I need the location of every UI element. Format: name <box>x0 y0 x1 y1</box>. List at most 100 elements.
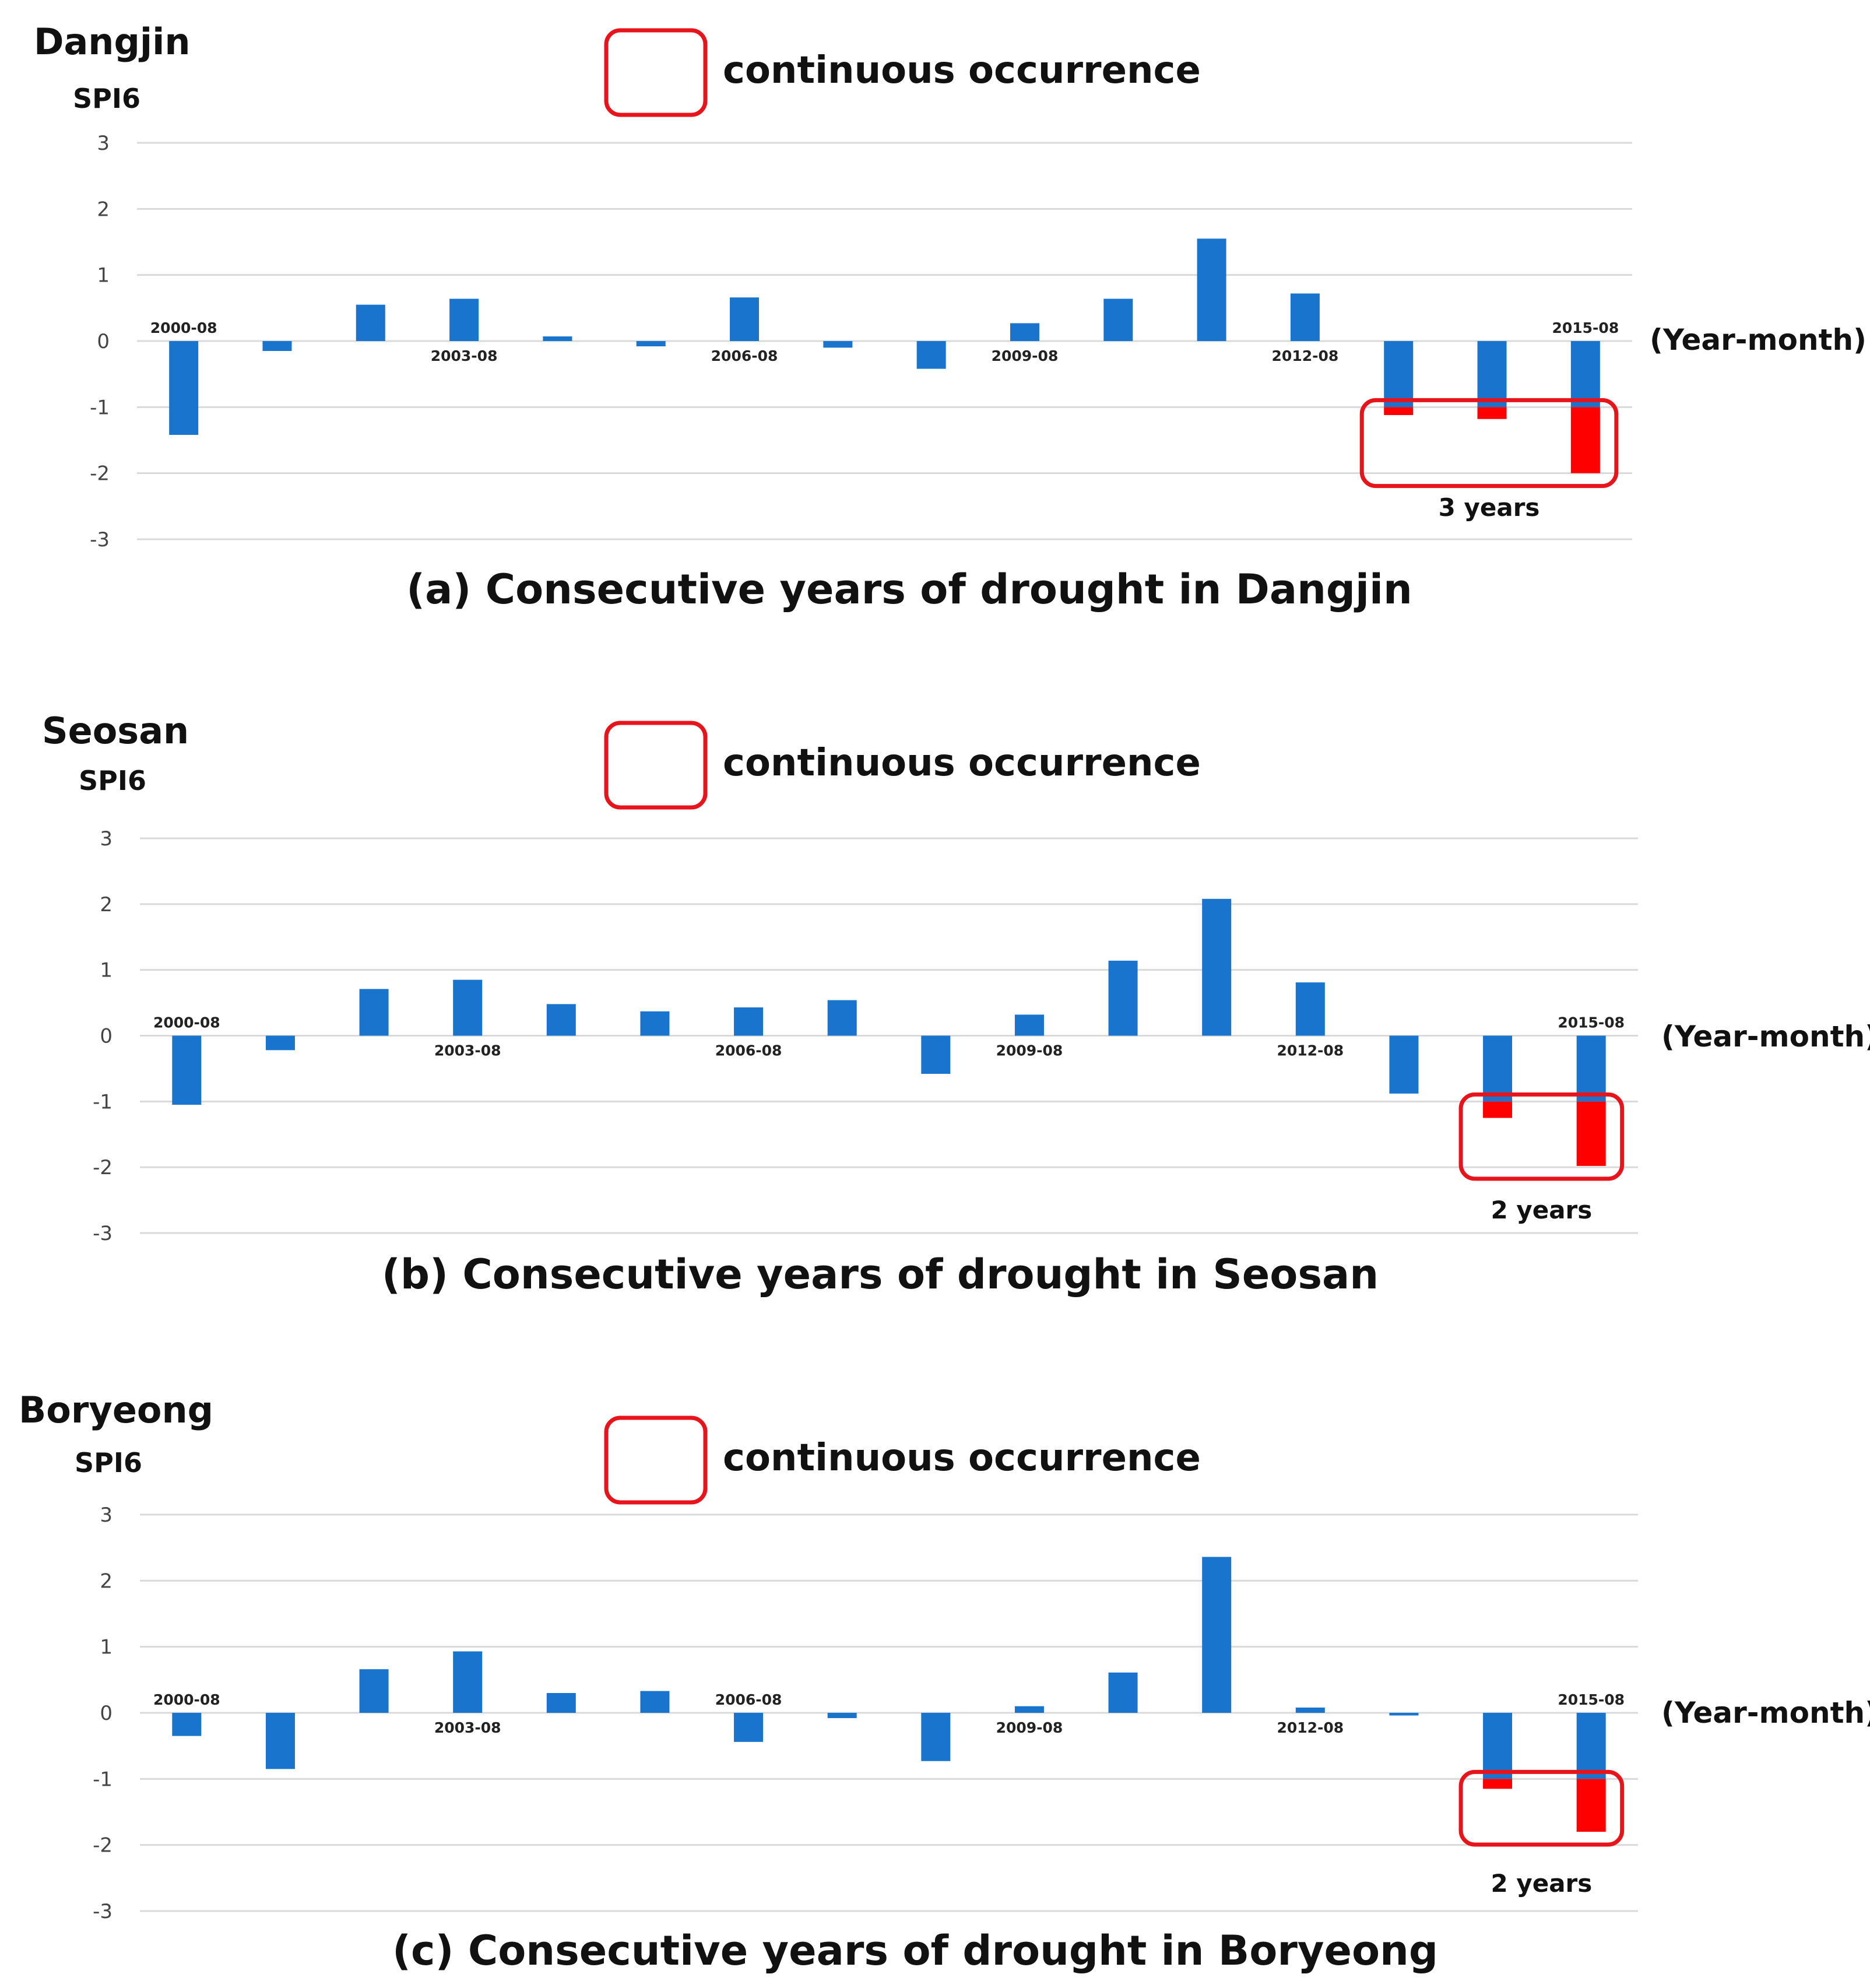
bar <box>1197 238 1226 341</box>
x-tick-label: 2000-08 <box>153 1691 220 1708</box>
bar-highlight <box>1483 1101 1513 1118</box>
bar <box>359 989 389 1036</box>
y-tick-label: 0 <box>100 1702 113 1725</box>
y-tick-label: 2 <box>100 893 113 916</box>
bar <box>1389 1713 1419 1716</box>
bar <box>823 341 853 348</box>
panel-caption: (c) Consecutive years of drought in Bory… <box>392 1927 1438 1975</box>
x-tick-label: 2015-08 <box>1558 1691 1625 1708</box>
bar <box>916 341 946 369</box>
x-tick-label: 2015-08 <box>1558 1014 1625 1031</box>
chart-panel-dangjin: Dangjin SPI6 continuous occurrence 3 2 1 0 -1 -2… <box>34 20 1867 613</box>
y-tick-label: 0 <box>100 1025 113 1048</box>
bar <box>1014 1014 1044 1036</box>
x-tick-label: 2000-08 <box>153 1014 220 1031</box>
y-tick-label: -3 <box>93 1900 113 1923</box>
bar <box>1295 1707 1325 1713</box>
bar <box>734 1007 764 1036</box>
drought-highlight-box <box>1458 1092 1625 1181</box>
y-tick-label: -2 <box>93 1156 113 1179</box>
station-title: Dangjin <box>34 20 190 63</box>
panel-caption: (b) Consecutive years of drought in Seos… <box>382 1251 1379 1298</box>
y-tick-label: -2 <box>93 1834 113 1857</box>
bar <box>1108 960 1138 1036</box>
x-tick-label: 2006-08 <box>715 1042 782 1059</box>
duration-annotation: 2 years <box>1491 1869 1592 1898</box>
y-tick-label: 2 <box>97 198 110 221</box>
y-tick-label: 0 <box>97 330 110 353</box>
bar <box>265 1713 295 1769</box>
bar <box>453 1651 483 1713</box>
station-title: Boryeong <box>19 1389 213 1431</box>
bar <box>356 304 385 341</box>
x-tick-label: 2003-08 <box>431 347 498 364</box>
bar-highlight <box>1483 1779 1513 1789</box>
y-tick-label: -1 <box>93 1768 113 1791</box>
bar <box>921 1035 951 1074</box>
legend-swatch <box>604 721 708 810</box>
bar-highlight <box>1576 1779 1606 1832</box>
x-tick-label: 2009-08 <box>996 1719 1063 1736</box>
y-tick-label: 1 <box>100 1636 113 1659</box>
chart-panel-boryeong: Boryeong SPI6 continuous occurrence 3 2 1 0 -1 -… <box>19 1389 1870 1975</box>
bar <box>1103 298 1133 341</box>
x-tick-label: 2006-08 <box>715 1691 782 1708</box>
bar <box>1108 1672 1138 1713</box>
y-tick-label: -2 <box>90 462 110 486</box>
bar <box>636 341 666 347</box>
panel-caption: (a) Consecutive years of drought in Dang… <box>406 566 1412 613</box>
bar <box>172 1713 202 1736</box>
legend-label: continuous occurrence <box>723 742 1201 785</box>
duration-annotation: 2 years <box>1491 1196 1592 1224</box>
x-tick-label: 2003-08 <box>434 1719 501 1736</box>
bar <box>730 297 760 341</box>
y-tick-label: -1 <box>90 396 110 419</box>
duration-annotation: 3 years <box>1439 493 1540 522</box>
y-tick-label: 2 <box>100 1569 113 1593</box>
bar <box>1202 898 1232 1036</box>
bar <box>1570 341 1600 408</box>
bar <box>827 1000 857 1036</box>
x-tick-label: 2009-08 <box>996 1042 1063 1059</box>
y-tick-label: 3 <box>97 132 110 155</box>
bar <box>546 1693 576 1713</box>
y-axis-label: SPI6 <box>73 83 140 114</box>
bar <box>262 341 292 351</box>
bar <box>1389 1035 1419 1094</box>
bar <box>172 1035 202 1105</box>
x-tick-label: 2003-08 <box>434 1042 501 1059</box>
bar-highlight <box>1477 407 1507 419</box>
y-tick-label: -1 <box>93 1090 113 1114</box>
legend-label: continuous occurrence <box>723 49 1201 92</box>
x-tick-label: 2012-08 <box>1277 1042 1344 1059</box>
bar <box>1576 1713 1606 1779</box>
y-tick-label: 3 <box>100 827 113 851</box>
bar <box>1014 1706 1044 1713</box>
drought-highlight-box <box>1458 1769 1625 1847</box>
bar-highlight <box>1384 407 1414 415</box>
x-tick-label: 2000-08 <box>150 319 217 336</box>
bar <box>640 1011 670 1036</box>
bar <box>546 1004 576 1036</box>
bar <box>1010 323 1039 341</box>
x-tick-label: 2009-08 <box>992 347 1059 364</box>
bar <box>453 979 483 1036</box>
bar <box>734 1713 764 1742</box>
x-tick-label: 2006-08 <box>711 347 778 364</box>
bar <box>1483 1035 1513 1102</box>
bar <box>265 1035 295 1051</box>
bar <box>449 298 479 341</box>
x-tick-label: 2012-08 <box>1277 1719 1344 1736</box>
y-tick-label: -3 <box>93 1222 113 1245</box>
y-tick-label: -3 <box>90 528 110 552</box>
legend-swatch <box>604 28 708 117</box>
legend-label: continuous occurrence <box>723 1436 1201 1480</box>
x-axis-label: (Year-month) <box>1650 323 1867 357</box>
y-tick-label: 3 <box>100 1504 113 1527</box>
drought-highlight-box <box>1359 398 1619 489</box>
x-tick-label: 2012-08 <box>1272 347 1339 364</box>
bar <box>1202 1557 1232 1713</box>
bar <box>1295 982 1325 1036</box>
bar <box>1384 341 1414 408</box>
